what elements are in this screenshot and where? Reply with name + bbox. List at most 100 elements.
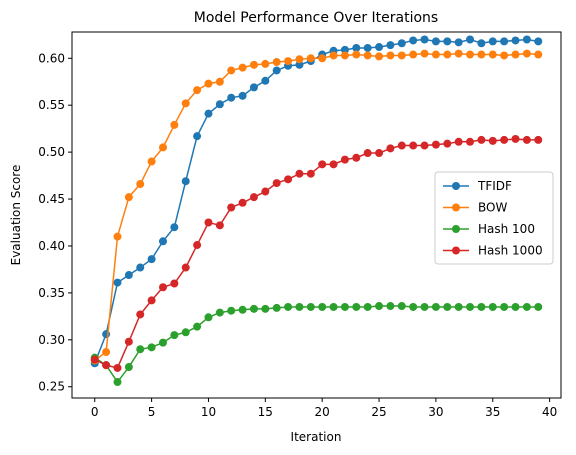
data-point bbox=[170, 279, 179, 288]
data-point bbox=[454, 137, 463, 146]
data-point bbox=[352, 302, 361, 311]
data-point bbox=[340, 45, 349, 54]
data-point bbox=[409, 50, 418, 59]
series-hash-1000 bbox=[90, 134, 543, 372]
data-point bbox=[477, 302, 486, 311]
data-point bbox=[397, 39, 406, 48]
data-point bbox=[124, 193, 133, 202]
data-point bbox=[261, 187, 270, 196]
series-layer bbox=[90, 35, 543, 387]
data-point bbox=[181, 99, 190, 108]
y-tick-label: 0.30 bbox=[38, 333, 65, 347]
legend-box bbox=[434, 171, 554, 265]
data-point bbox=[500, 37, 509, 46]
data-point bbox=[420, 141, 429, 150]
data-point bbox=[443, 139, 452, 148]
series-line bbox=[94, 138, 539, 369]
data-point bbox=[227, 93, 236, 102]
y-axis-label: Evaluation Score bbox=[9, 165, 23, 266]
data-point bbox=[466, 35, 475, 44]
data-point bbox=[124, 363, 133, 372]
data-point bbox=[454, 38, 463, 47]
series-bow bbox=[90, 49, 543, 365]
data-point bbox=[340, 155, 349, 164]
data-point bbox=[522, 49, 531, 58]
data-point bbox=[284, 57, 293, 66]
data-point bbox=[170, 331, 179, 340]
data-point bbox=[113, 378, 122, 387]
data-point bbox=[443, 50, 452, 59]
data-point bbox=[329, 302, 338, 311]
data-point bbox=[420, 35, 429, 44]
data-point bbox=[204, 109, 213, 118]
x-tick-label: 20 bbox=[315, 405, 330, 419]
legend-entry: Hash 1000 bbox=[443, 244, 543, 258]
data-point bbox=[511, 302, 520, 311]
x-tick-label: 0 bbox=[91, 405, 99, 419]
data-point bbox=[500, 135, 509, 144]
data-point bbox=[397, 141, 406, 150]
data-point bbox=[238, 91, 247, 100]
data-point bbox=[375, 43, 384, 52]
data-point bbox=[386, 41, 395, 50]
data-point bbox=[443, 302, 452, 311]
series-line bbox=[94, 305, 539, 384]
data-point bbox=[375, 302, 384, 311]
data-point bbox=[215, 221, 224, 230]
data-point bbox=[511, 36, 520, 45]
y-tick-label: 0.50 bbox=[38, 145, 65, 159]
data-point bbox=[249, 83, 258, 92]
data-point bbox=[147, 157, 156, 166]
data-point bbox=[284, 302, 293, 311]
y-tick-label: 0.35 bbox=[38, 286, 65, 300]
data-point bbox=[238, 63, 247, 72]
data-point bbox=[295, 60, 304, 69]
data-point bbox=[363, 302, 372, 311]
data-point bbox=[488, 37, 497, 46]
data-point bbox=[431, 302, 440, 311]
data-point bbox=[431, 50, 440, 59]
legend-label: BOW bbox=[478, 201, 507, 215]
data-point bbox=[397, 51, 406, 60]
y-tick-label: 0.45 bbox=[38, 192, 65, 206]
data-point bbox=[295, 55, 304, 64]
data-point bbox=[272, 179, 281, 188]
legend-marker bbox=[452, 246, 460, 255]
data-point bbox=[363, 149, 372, 158]
data-point bbox=[113, 278, 122, 287]
data-point bbox=[352, 153, 361, 162]
data-point bbox=[431, 37, 440, 46]
data-point bbox=[136, 345, 145, 354]
data-point bbox=[158, 237, 167, 246]
data-point bbox=[147, 343, 156, 352]
data-point bbox=[215, 100, 224, 109]
data-point bbox=[249, 193, 258, 202]
data-point bbox=[158, 143, 167, 152]
y-tick-label: 0.25 bbox=[38, 380, 65, 394]
x-tick-label: 35 bbox=[485, 405, 500, 419]
data-point bbox=[488, 50, 497, 59]
data-point bbox=[534, 135, 543, 144]
data-point bbox=[306, 302, 315, 311]
data-point bbox=[284, 175, 293, 184]
data-point bbox=[170, 223, 179, 232]
data-point bbox=[261, 76, 270, 85]
data-point bbox=[136, 263, 145, 272]
data-point bbox=[534, 302, 543, 311]
data-point bbox=[318, 54, 327, 63]
x-tick-label: 10 bbox=[201, 405, 216, 419]
data-point bbox=[397, 302, 406, 311]
y-axis-ticks: 0.25 0.30 0.35 0.40 0.45 0.50 0.55 0.60 bbox=[38, 51, 72, 394]
data-point bbox=[124, 337, 133, 346]
data-point bbox=[215, 308, 224, 317]
data-point bbox=[272, 66, 281, 75]
data-point bbox=[227, 66, 236, 75]
data-point bbox=[454, 302, 463, 311]
legend-marker bbox=[452, 182, 460, 190]
data-point bbox=[158, 338, 167, 347]
data-point bbox=[466, 137, 475, 146]
data-point bbox=[409, 141, 418, 150]
data-point bbox=[386, 144, 395, 153]
data-point bbox=[193, 322, 202, 331]
